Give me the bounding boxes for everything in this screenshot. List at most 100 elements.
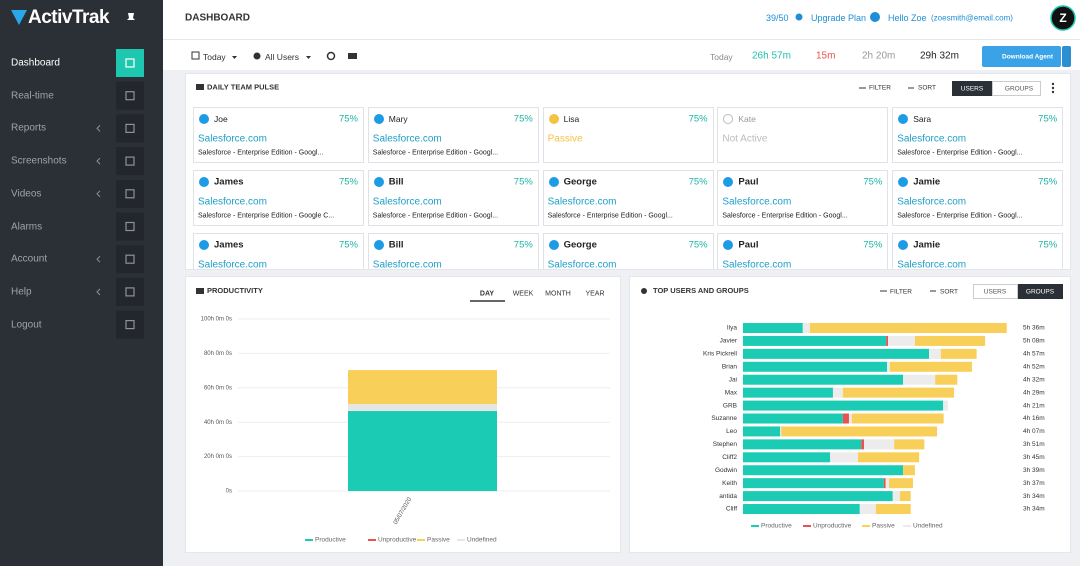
nav-item[interactable]: Help [11, 286, 32, 298]
tab-bg [1018, 284, 1063, 299]
status-dot [199, 114, 209, 124]
percent: 75% [338, 113, 358, 125]
sort-button[interactable]: SORT [940, 288, 958, 296]
percent: 75% [1038, 176, 1058, 188]
user-name: Joe [214, 114, 228, 124]
percent: 75% [863, 239, 883, 251]
app-name: Salesforce.com [372, 196, 442, 208]
date-select[interactable]: Today [203, 52, 226, 62]
productive-time: 26h 57m [752, 50, 791, 62]
nav-item[interactable]: Reports [11, 122, 47, 134]
top-users-panel [629, 276, 1071, 553]
user-name: Lisa [563, 114, 580, 124]
download-label[interactable]: Download Agent [1002, 53, 1054, 61]
app-name: Salesforce.com [198, 133, 267, 145]
sort-button[interactable]: SORT [918, 84, 936, 92]
user-card[interactable]: Jamie 75% Salesforce.com [892, 233, 1064, 270]
percent: 75% [338, 239, 358, 251]
user-card[interactable]: Bill 75% Salesforce.com [367, 233, 539, 269]
app-name: Passive [547, 133, 583, 145]
tab[interactable]: GROUPS [1025, 288, 1055, 296]
user-card[interactable]: Paul 75% Salesforce.com Salesforce - Enterp… [717, 170, 889, 226]
user-name: James [214, 176, 244, 188]
user-name: Paul [738, 176, 759, 188]
app-name: Salesforce.com [897, 259, 967, 270]
tab[interactable]: YEAR [585, 290, 605, 298]
user-card[interactable]: Jamie 75% Salesforce.com Salesforce - Enter… [892, 170, 1064, 226]
filter-button[interactable]: FILTER [890, 288, 912, 296]
tab[interactable]: MONTH [545, 290, 571, 298]
app-detail: Salesforce - Enterprise Edition - Googl.… [198, 149, 324, 157]
upgrade-link[interactable]: Upgrade Plan [811, 13, 867, 23]
email: (zoesmith@email.com) [931, 13, 1013, 23]
user-card[interactable]: James 75% Salesforce.com [193, 233, 364, 269]
app-name: Salesforce.com [897, 133, 967, 145]
percent: 75% [513, 113, 533, 125]
user-card[interactable]: Kate Not Active [717, 107, 889, 163]
status-dot [199, 240, 209, 250]
status-dot [373, 240, 384, 250]
app-detail: Salesforce - Enterprise Edition - Googl.… [547, 212, 673, 220]
app-detail: Salesforce - Enterprise Edition - Googl.… [897, 149, 1023, 157]
tab[interactable]: USERS [983, 288, 1007, 296]
user-name: Jamie [913, 176, 941, 188]
license-count: 39/50 [766, 13, 789, 23]
user-name: George [563, 176, 597, 188]
productivity-panel [185, 276, 621, 553]
user-card[interactable]: Lisa 75% Passive [542, 107, 714, 163]
percent: 75% [688, 239, 708, 251]
passive-time: 2h 20m [862, 50, 896, 62]
user-name: Kate [738, 114, 756, 124]
app-detail: Salesforce - Enterprise Edition - Googl.… [372, 212, 499, 220]
user-name: James [214, 239, 244, 251]
toolbar [163, 40, 1080, 70]
page-title: DASHBOARD [185, 12, 250, 24]
user-card[interactable]: Bill 75% Salesforce.com Salesforce - Enterp… [367, 170, 539, 226]
download-button[interactable] [982, 46, 1061, 67]
user-name: George [563, 239, 597, 251]
header-bar [163, 0, 1080, 40]
greeting: Hello Zoe [888, 13, 927, 23]
percent: 75% [1038, 113, 1058, 125]
tab[interactable]: DAY [479, 290, 495, 298]
user-name: Bill [388, 176, 404, 188]
nav-item[interactable]: Alarms [11, 221, 43, 232]
status-dot [548, 114, 559, 124]
app-name: Salesforce.com [897, 196, 967, 208]
status-dot [199, 177, 209, 187]
tab-border [973, 284, 1018, 299]
user-card[interactable]: George 75% Salesforce.com [542, 233, 714, 270]
app-name: Not Active [722, 133, 768, 145]
user-card[interactable]: Paul 75% Salesforce.com [717, 233, 889, 270]
app-name: Salesforce.com [198, 196, 267, 208]
nav-item[interactable]: Account [11, 253, 48, 265]
status-dot [723, 114, 734, 124]
user-card[interactable]: James 75% Salesforce.com Salesforce - Enter… [193, 170, 364, 226]
nav-item[interactable]: Dashboard [11, 57, 60, 69]
percent: 75% [688, 176, 708, 188]
download-caret [1062, 46, 1071, 67]
user-card[interactable]: George 75% Salesforce.com Salesforce - Ente… [542, 170, 714, 226]
app-name: Salesforce.com [722, 259, 792, 270]
nav-item[interactable]: Screenshots [11, 155, 67, 167]
users-select[interactable]: All Users [265, 52, 300, 62]
nav-item[interactable]: Real-time [11, 90, 54, 102]
app-name: Salesforce.com [547, 259, 617, 270]
tab-bg [952, 81, 992, 96]
tab[interactable]: USERS [960, 85, 984, 92]
tab[interactable]: WEEK [512, 290, 534, 298]
status-dot [723, 240, 734, 250]
user-card[interactable]: Mary 75% Salesforce.com Salesforce - Enterp… [367, 107, 539, 163]
user-name: Jamie [913, 239, 941, 251]
tab[interactable]: GROUPS [1004, 85, 1034, 92]
user-card[interactable]: Joe 75% Salesforce.com Salesforce - Enterpr… [193, 107, 364, 163]
summary-label: Today [710, 52, 733, 62]
total-time: 29h 32m [920, 50, 959, 62]
app-name: Salesforce.com [547, 196, 617, 208]
percent: 75% [513, 239, 533, 251]
nav-item[interactable]: Videos [11, 188, 42, 200]
nav-item[interactable]: Logout [11, 319, 42, 331]
user-card[interactable]: Sara 75% Salesforce.com Salesforce - Enterp… [892, 107, 1064, 163]
status-dot [373, 177, 384, 187]
filter-button[interactable]: FILTER [869, 84, 891, 92]
